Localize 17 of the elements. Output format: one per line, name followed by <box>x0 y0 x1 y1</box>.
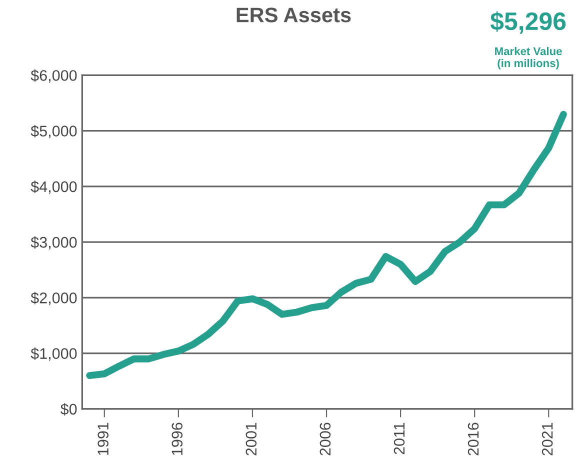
x-tick-label: 2021 <box>542 422 553 456</box>
text: $5,296 <box>490 11 566 34</box>
y-tick-label: $4,000 <box>30 180 77 194</box>
y-tick-label: $0 <box>60 403 77 416</box>
x-tick-label: 1991 <box>98 422 108 455</box>
x-tick-label: 2011 <box>394 422 405 454</box>
x-tick-label: 2006 <box>320 422 331 456</box>
x-tick-label: 2001 <box>246 422 257 456</box>
y-tick-label: $1,000 <box>30 348 77 361</box>
x-tick-label: 2016 <box>468 422 479 456</box>
text: Market Value (in millions) <box>495 47 562 70</box>
chart-title: ERS Assets <box>236 8 351 22</box>
x-tick-label: 1996 <box>172 422 183 455</box>
y-tick-label: $3,000 <box>30 236 77 250</box>
y-tick-label: $5,000 <box>30 125 77 138</box>
y-tick-label: $2,000 <box>30 292 77 306</box>
y-tick-label: $6,000 <box>30 69 77 83</box>
